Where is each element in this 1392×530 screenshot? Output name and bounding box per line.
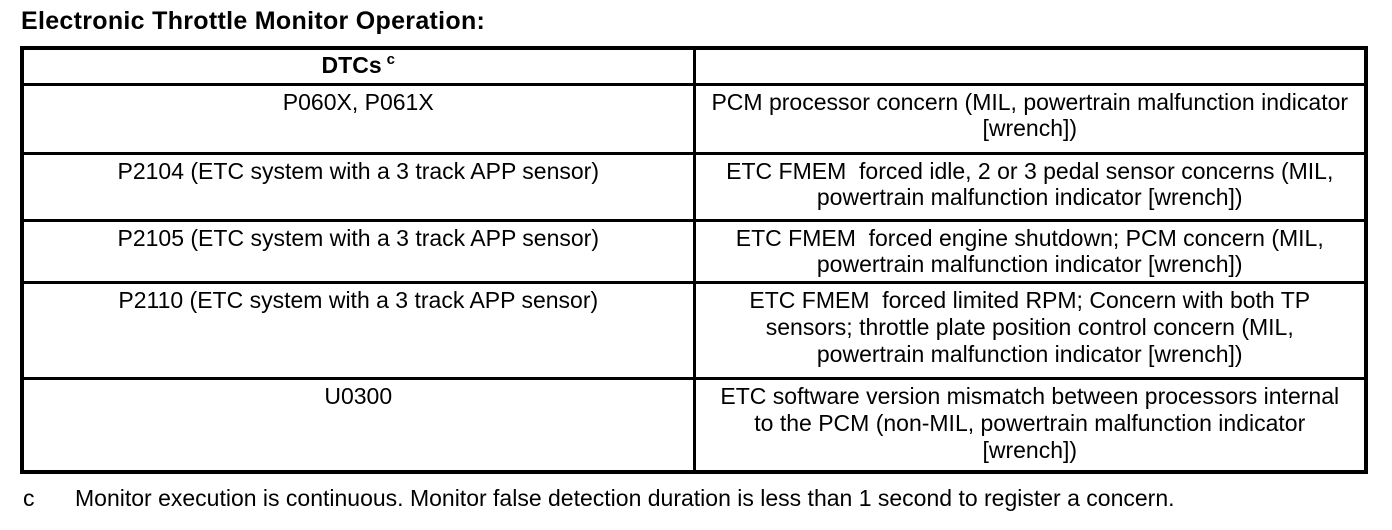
footnote-ref-c: c — [386, 51, 395, 69]
description-cell: ETC FMEM forced engine shutdown; PCM con… — [692, 218, 1368, 285]
dtcs-header-label: DTCs — [321, 52, 382, 78]
table-header-row: DTCs c — [20, 46, 1368, 86]
page-title: Electronic Throttle Monitor Operation: — [21, 7, 486, 35]
dtc-cell: U0300 — [20, 377, 696, 474]
footnote: c Monitor execution is continuous. Monit… — [23, 485, 1392, 511]
dtc-cell: P2110 (ETC system with a 3 track APP sen… — [20, 281, 696, 381]
dtcs-column-header: DTCs c — [20, 46, 696, 86]
table-row: P2110 (ETC system with a 3 track APP sen… — [20, 281, 1368, 381]
dtc-cell: P2104 (ETC system with a 3 track APP sen… — [20, 151, 696, 222]
footnote-marker: c — [23, 484, 35, 511]
dtc-cell: P060X, P061X — [20, 82, 696, 155]
description-cell: ETC FMEM forced limited RPM; Concern wit… — [692, 281, 1368, 381]
table-row: U0300 ETC software version mismatch betw… — [20, 377, 1368, 474]
table-row: P2104 (ETC system with a 3 track APP sen… — [20, 151, 1368, 222]
description-cell: PCM processor concern (MIL, powertrain m… — [692, 82, 1368, 155]
description-cell: ETC software version mismatch between pr… — [692, 377, 1368, 474]
footnote-text: Monitor execution is continuous. Monitor… — [75, 484, 1175, 511]
dtc-cell: P2105 (ETC system with a 3 track APP sen… — [20, 218, 696, 285]
description-cell: ETC FMEM forced idle, 2 or 3 pedal senso… — [692, 151, 1368, 222]
table-row: P2105 (ETC system with a 3 track APP sen… — [20, 218, 1368, 285]
dtc-table: DTCs c P060X, P061X PCM processor concern… — [20, 46, 1368, 474]
description-column-header — [692, 46, 1368, 86]
table-row: P060X, P061X PCM processor concern (MIL,… — [20, 82, 1368, 155]
